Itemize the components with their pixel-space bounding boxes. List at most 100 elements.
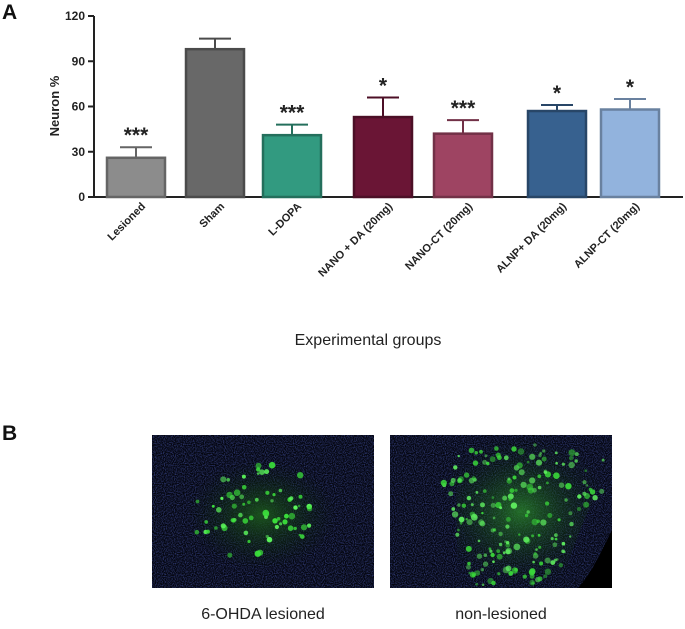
- neuron-cell: [496, 553, 503, 560]
- neuron-cell: [527, 487, 534, 494]
- neuron-cell: [553, 472, 560, 480]
- neuron-cell: [231, 519, 236, 523]
- neuron-cell: [489, 456, 496, 463]
- neuron-cell: [194, 529, 200, 535]
- neuron-cell: [266, 536, 273, 543]
- neuron-cell: [242, 502, 246, 506]
- neuron-cell: [568, 455, 574, 461]
- neuron-cell: [546, 481, 549, 485]
- neuron-cell: [226, 478, 230, 482]
- bar: [432, 132, 494, 199]
- neuron-cell: [564, 498, 568, 502]
- neuron-cell: [255, 462, 262, 469]
- neuron-cell: [242, 518, 249, 524]
- neuron-cell: [265, 534, 269, 539]
- neuron-cell: [540, 519, 547, 526]
- neuron-cell: [483, 489, 487, 493]
- neuron-cell: [582, 480, 587, 485]
- neuron-cell: [482, 561, 489, 567]
- neuron-cell: [510, 502, 518, 509]
- neuron-cell: [568, 461, 575, 469]
- neuron-cell: [547, 513, 553, 518]
- neuron-cell: [499, 506, 503, 510]
- neuron-cell: [307, 523, 312, 528]
- neuron-cell: [231, 503, 237, 509]
- neuron-cell: [554, 537, 558, 541]
- neuron-cell: [592, 495, 598, 501]
- neuron-cell: [550, 537, 554, 541]
- neuron-cell: [514, 567, 518, 572]
- neuron-cell: [241, 485, 247, 490]
- neuron-cell: [268, 461, 276, 469]
- neuron-cell: [582, 491, 587, 496]
- significance-marker: *: [379, 74, 388, 97]
- neuron-cell: [574, 459, 578, 463]
- bar: [184, 47, 246, 199]
- x-axis-label: Experimental groups: [295, 332, 442, 349]
- neuron-cell: [233, 489, 241, 497]
- neuron-cell: [482, 459, 488, 465]
- neuron-cell: [259, 469, 265, 476]
- neuron-cell: [465, 518, 468, 521]
- neuron-cell: [472, 460, 479, 466]
- neuron-cell: [535, 548, 538, 551]
- neuron-cell: [284, 513, 289, 519]
- neuron-cell: [524, 513, 529, 518]
- neuron-cell: [478, 519, 485, 526]
- neuron-cell: [557, 518, 561, 522]
- neuron-cell: [561, 541, 566, 546]
- neuron-cell: [463, 472, 470, 478]
- neuron-cell: [490, 502, 496, 508]
- neuron-cell: [506, 517, 511, 522]
- micrograph-nonlesioned: [390, 435, 612, 588]
- neuron-cell: [279, 522, 283, 526]
- neuron-cell: [282, 519, 288, 525]
- significance-marker: *: [626, 76, 635, 99]
- neuron-cell: [533, 443, 537, 447]
- neuron-cell: [552, 542, 558, 548]
- neuron-cell: [475, 582, 479, 586]
- category-label: Lesioned: [105, 201, 148, 244]
- neuron-cell: [248, 515, 254, 521]
- neuron-cell: [531, 518, 539, 526]
- neuron-cell: [211, 504, 215, 508]
- neuron-cell: [512, 475, 517, 480]
- neuron-cell: [537, 533, 541, 537]
- neuron-cell: [508, 497, 512, 501]
- neuron-cell: [505, 542, 511, 548]
- neuron-cell: [480, 502, 485, 508]
- neuron-cell: [502, 495, 508, 501]
- neuron-cell: [514, 488, 518, 492]
- neuron-cell: [239, 494, 245, 500]
- neuron-cell: [440, 479, 447, 486]
- neuron-cell: [492, 516, 496, 520]
- neuron-cell: [491, 496, 495, 499]
- neuron-cell: [297, 472, 304, 479]
- neuron-cell: [563, 550, 566, 554]
- panel-a-label: A: [2, 1, 17, 24]
- y-tick-label: 90: [72, 54, 86, 68]
- neuron-cell: [220, 476, 227, 483]
- neuron-cell: [490, 528, 495, 533]
- category-labels: Lesioned Sham L-DOPA NANO + DA (20mg) NANO-C…: [105, 200, 642, 279]
- neuron-cell: [574, 452, 579, 457]
- neuron-cell: [539, 452, 542, 455]
- neuron-cell: [457, 503, 461, 507]
- neuron-cell: [479, 449, 483, 454]
- neuron-cell: [479, 520, 486, 527]
- neuron-cell: [247, 539, 251, 544]
- neuron-cell: [469, 571, 476, 578]
- neuron-cell: [448, 491, 454, 497]
- neuron-cell: [471, 476, 476, 481]
- neuron-cell: [585, 484, 589, 487]
- neuron-cell: [518, 533, 521, 536]
- neuron-cell: [529, 568, 536, 575]
- neuron-cell: [503, 455, 509, 461]
- neuron-cell: [451, 511, 459, 518]
- neuron-cell: [537, 576, 543, 582]
- neuron-cell: [457, 478, 462, 483]
- neuron-cell: [495, 452, 501, 458]
- neuron-cell: [470, 503, 474, 507]
- neuron-cell: [272, 518, 278, 524]
- neuron-cell: [480, 568, 484, 572]
